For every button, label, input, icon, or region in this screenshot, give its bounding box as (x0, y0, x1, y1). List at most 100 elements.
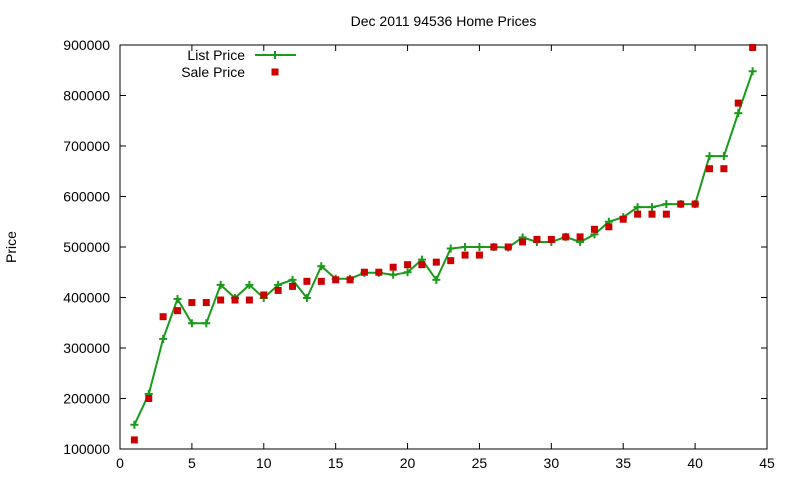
sale-price-point (346, 276, 354, 284)
list-price-point (159, 334, 168, 343)
sale-price-point (432, 258, 440, 266)
x-tick-label: 30 (544, 455, 560, 471)
list-price-point (647, 203, 656, 212)
sale-price-point (734, 99, 742, 107)
legend-square-swatch (271, 68, 279, 76)
list-price-point (719, 152, 728, 161)
legend-label: Sale Price (181, 64, 245, 80)
list-price-point (317, 262, 326, 271)
sale-price-point (720, 165, 728, 173)
list-price-point (173, 295, 182, 304)
sale-price-point (634, 210, 642, 218)
list-price-point (705, 152, 714, 161)
sale-price-point (662, 210, 670, 218)
y-tick-label: 300000 (63, 340, 110, 356)
sale-price-point (576, 233, 584, 241)
series-list-price (130, 67, 757, 429)
legend-label: List Price (187, 47, 245, 63)
list-price-point (461, 243, 470, 251)
y-axis-label: Price (3, 231, 19, 263)
list-price-point (633, 203, 642, 212)
sale-price-point (418, 261, 426, 269)
sale-price-point (159, 313, 167, 321)
sale-price-point (188, 299, 196, 307)
sale-price-point (360, 268, 368, 276)
sale-price-point (691, 200, 699, 208)
sale-price-point (504, 243, 512, 251)
sale-price-point (217, 296, 225, 304)
sale-price-point (677, 200, 685, 208)
sale-price-point (619, 215, 627, 223)
list-price-point (403, 268, 412, 277)
x-tick-label: 15 (328, 455, 344, 471)
sale-price-point (317, 277, 325, 285)
list-price-point (245, 280, 254, 289)
list-price-point (216, 280, 225, 289)
y-tick-label: 400000 (63, 290, 110, 306)
sale-price-point (245, 296, 253, 304)
list-price-point (389, 270, 398, 279)
sale-price-point (332, 276, 340, 284)
y-tick-label: 100000 (63, 441, 110, 457)
x-tick-label: 5 (188, 455, 196, 471)
sale-price-point (375, 268, 383, 276)
sale-price-point (519, 238, 527, 246)
x-tick-label: 45 (759, 455, 775, 471)
sale-price-point (260, 291, 268, 299)
series-layer (130, 44, 757, 444)
sale-price-point (404, 261, 412, 269)
sale-price-point (447, 257, 455, 265)
sale-price-point (389, 263, 397, 271)
ticks-layer: 0 5 10 15 20 25 30 35 40 45 100000 200000 300000 4000… (63, 37, 775, 471)
sale-price-point (648, 210, 656, 218)
y-tick-label: 500000 (63, 239, 110, 255)
list-price-point (734, 109, 743, 118)
sale-price-point (533, 235, 541, 243)
list-price-point (288, 275, 297, 284)
sale-price-point (461, 251, 469, 259)
sale-price-point (289, 282, 297, 290)
sale-price-point (605, 223, 613, 231)
x-tick-label: 20 (400, 455, 416, 471)
list-price-point (662, 200, 671, 209)
sale-price-point (130, 436, 138, 444)
sale-price-point (705, 165, 713, 173)
list-price-point (187, 319, 196, 328)
list-price-point (475, 243, 484, 251)
x-tick-label: 25 (472, 455, 488, 471)
x-tick-label: 0 (116, 455, 124, 471)
list-price-line (133, 70, 754, 426)
y-tick-label: 200000 (63, 391, 110, 407)
sale-price-point (547, 235, 555, 243)
sale-price-point (490, 243, 498, 251)
legend-plus-swatch (271, 51, 279, 59)
list-price-point (130, 420, 139, 429)
sale-price-point (231, 296, 239, 304)
list-price-point (202, 319, 211, 328)
sale-price-point (174, 307, 182, 315)
x-tick-label: 10 (256, 455, 272, 471)
y-tick-label: 900000 (63, 37, 110, 53)
sale-price-point (202, 299, 210, 307)
chart-title: Dec 2011 94536 Home Prices (351, 13, 537, 29)
sale-price-point (145, 395, 153, 402)
sale-price-point (590, 225, 598, 233)
list-price-point (446, 244, 455, 253)
list-price-point (748, 67, 757, 76)
x-tick-label: 40 (687, 455, 703, 471)
sale-price-point (562, 233, 570, 241)
plot-frame (119, 44, 768, 450)
sale-price-point (749, 44, 757, 52)
list-price-point (302, 294, 311, 303)
sale-price-point (274, 286, 282, 294)
sale-price-point (475, 251, 483, 259)
list-price-point (432, 275, 441, 284)
sale-price-point (303, 277, 311, 285)
series-sale-price (130, 44, 757, 444)
y-tick-label: 800000 (63, 88, 110, 104)
y-tick-label: 600000 (63, 189, 110, 205)
x-tick-label: 35 (615, 455, 631, 471)
